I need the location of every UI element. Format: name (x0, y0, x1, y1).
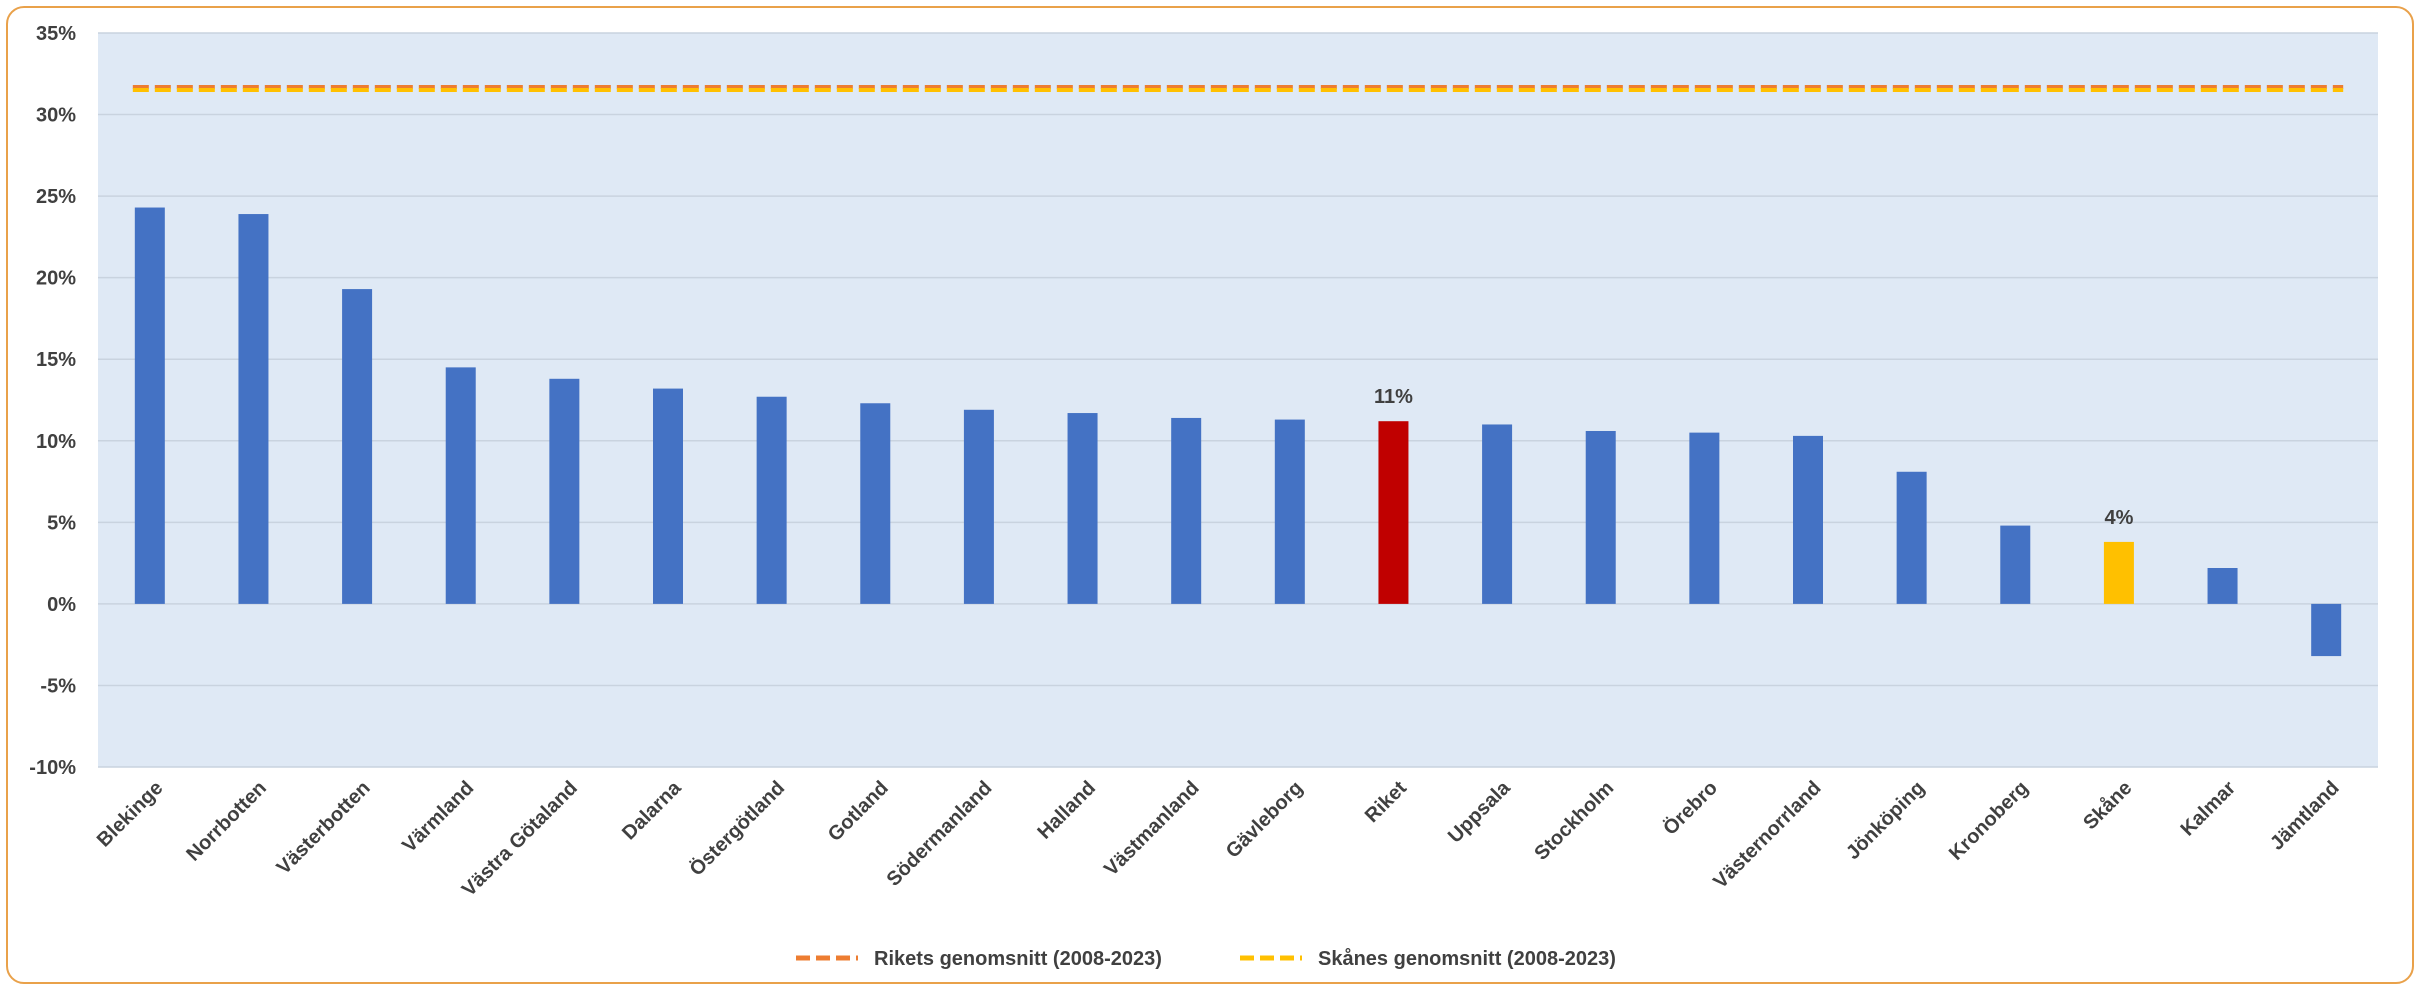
y-tick-label: 5% (47, 512, 76, 534)
category-label: Halland (1033, 777, 1100, 844)
category-label: Gotland (824, 777, 893, 846)
data-label: 4% (2104, 507, 2133, 529)
bar-Riket (1378, 421, 1409, 604)
bar-Örebro (1689, 432, 1720, 604)
bar-Blekinge (134, 207, 165, 604)
category-label: Västra Götaland (458, 777, 582, 901)
bar-Uppsala (1482, 424, 1513, 604)
category-label: Gävleborg (1222, 777, 1308, 863)
bar-Gävleborg (1274, 419, 1305, 604)
bar-Västernorrland (1793, 435, 1823, 604)
y-tick-label: 15% (36, 349, 76, 371)
bar-Kronoberg (2000, 525, 2031, 604)
bars (134, 207, 2342, 657)
y-axis-ticks: 35% 30% 25% 20% 15% 10% 5% 0% -5% -10% (29, 23, 76, 779)
legend-label: Rikets genomsnitt (2008-2023) (874, 948, 1162, 970)
y-tick-label: 35% (36, 23, 76, 45)
category-label: Västernorrland (1709, 777, 1825, 893)
y-tick-label: -5% (40, 675, 76, 697)
category-label: Värmland (398, 777, 478, 857)
category-label: Östergötland (685, 776, 789, 880)
category-label: Jämtland (2266, 777, 2344, 855)
bar-Södermanland (963, 409, 994, 604)
y-tick-label: 0% (47, 594, 76, 616)
y-tick-label: 30% (36, 105, 76, 127)
bar-Stockholm (1585, 430, 1616, 604)
category-label: Riket (1361, 777, 1411, 827)
bar-Västmanland (1171, 417, 1202, 604)
category-label: Dalarna (618, 776, 686, 844)
data-label: 11% (1374, 386, 1413, 408)
y-tick-label: 10% (36, 431, 76, 453)
y-tick-label: 20% (36, 268, 76, 290)
legend: Rikets genomsnitt (2008-2023) Skånes geno… (796, 947, 1616, 970)
reference-lines (132, 84, 2344, 92)
category-label: Jönköping (1842, 777, 1929, 864)
category-label: Södermanland (883, 777, 997, 891)
bar-Kalmar (2207, 568, 2238, 604)
bar-Norrbotten (238, 214, 269, 604)
category-label: Kronoberg (1945, 777, 2033, 865)
category-label: Uppsala (1444, 776, 1515, 847)
y-tick-label: -10% (29, 757, 76, 779)
bar-Gotland (860, 403, 891, 604)
bar-Halland (1067, 413, 1098, 604)
category-label: Stockholm (1530, 777, 1618, 865)
bar-Skåne (2103, 541, 2134, 604)
bar-Östergötland (756, 396, 787, 604)
bar-Värmland (445, 367, 476, 604)
legend-label: Skånes genomsnitt (2008-2023) (1318, 947, 1616, 970)
category-label: Blekinge (93, 777, 168, 852)
category-label: Örebro (1658, 776, 1721, 839)
gridlines (98, 32, 2378, 768)
category-label: Skåne (2079, 776, 2137, 834)
data-labels: 11% 4% (1374, 386, 2134, 529)
bar-Jönköping (1896, 471, 1927, 604)
y-tick-label: 25% (36, 186, 76, 208)
category-label: Norrbotten (182, 777, 271, 866)
category-label: Västmanland (1100, 777, 1204, 881)
category-label: Västerbotten (273, 777, 375, 879)
category-label: Kalmar (2177, 777, 2241, 841)
bar-Jämtland (2311, 603, 2342, 657)
plot-area (98, 33, 2378, 767)
bar-Västerbotten (342, 289, 373, 604)
bar-Västra Götaland (549, 378, 580, 604)
x-axis-categories: Blekinge Norrbotten Västerbotten VärmlandVä… (93, 776, 2344, 901)
bar-Dalarna (653, 388, 683, 604)
